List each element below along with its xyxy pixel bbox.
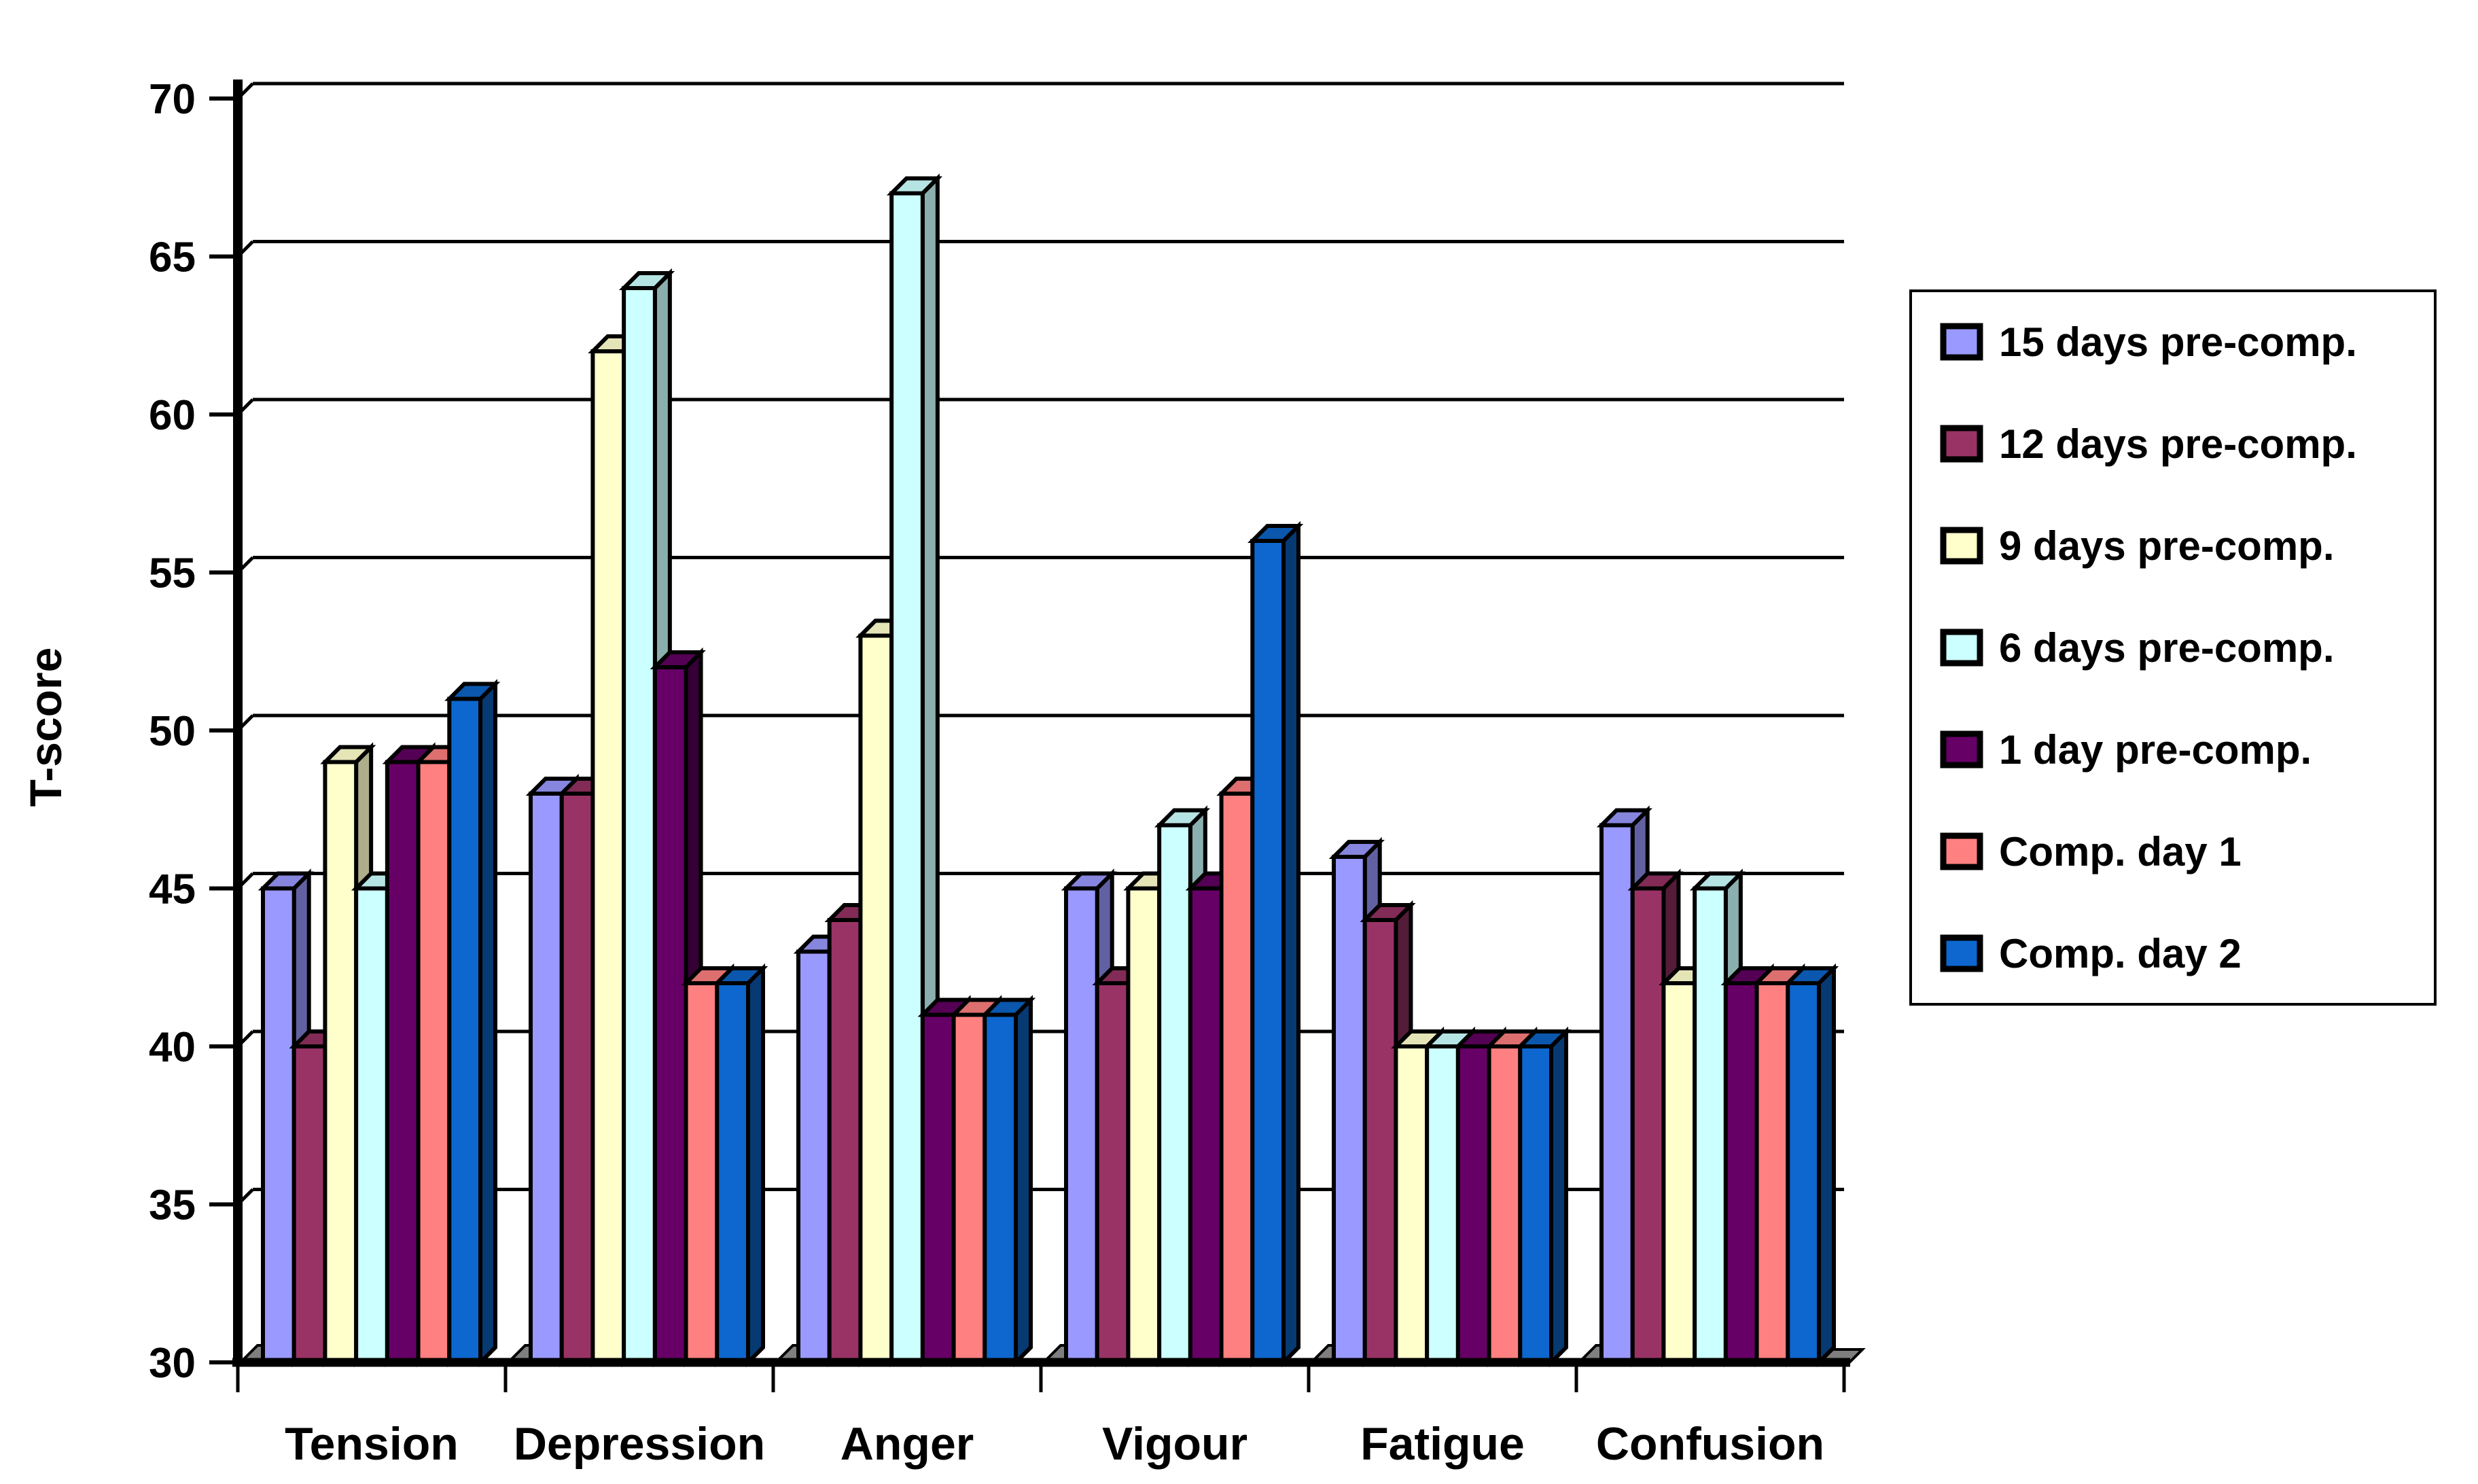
y-tick-label: 40	[149, 1024, 196, 1071]
bar-side-face	[746, 963, 765, 1368]
bar-front-face	[1786, 981, 1821, 1364]
legend-item: Comp. day 1	[1940, 829, 2242, 874]
bar-side-face	[1281, 520, 1300, 1368]
bar-front-face	[1487, 1044, 1523, 1364]
bar-tension-s6	[444, 679, 501, 1368]
bar-front-face	[1064, 886, 1099, 1364]
bar-front-face	[291, 1044, 328, 1364]
bar-front-face	[1455, 1044, 1491, 1364]
bar-front-face	[827, 918, 863, 1364]
legend: 15 days pre-comp. 12 days pre-comp. 9 days…	[1909, 289, 2437, 1006]
bar-front-face	[1157, 823, 1192, 1364]
bar-front-face	[1394, 1044, 1430, 1364]
x-category-label-fatigue: Fatigue	[1360, 1418, 1525, 1470]
bar-confusion-s6	[1783, 963, 1839, 1368]
x-category-label-vigour: Vigour	[1102, 1418, 1247, 1470]
bar-vigour-s6	[1247, 520, 1304, 1368]
legend-item: 9 days pre-comp.	[1940, 523, 2335, 569]
bar-fatigue-s6	[1515, 1026, 1572, 1368]
legend-item-label: Comp. day 1	[1999, 829, 2242, 874]
bar-front-face	[1518, 1044, 1553, 1364]
bar-front-face	[983, 1012, 1019, 1364]
bar-front-face	[261, 886, 296, 1364]
bar-front-face	[559, 792, 595, 1364]
bar-side-face	[478, 679, 497, 1368]
bar-front-face	[858, 633, 894, 1364]
bar-front-face	[652, 665, 688, 1364]
bar-front-face	[1362, 918, 1398, 1364]
bar-front-face	[1219, 792, 1255, 1364]
legend-item: 6 days pre-comp.	[1940, 625, 2335, 671]
bar-front-face	[1188, 886, 1224, 1364]
bar-front-face	[590, 349, 626, 1364]
bar-front-face	[1599, 823, 1635, 1364]
y-tick-label: 45	[149, 866, 196, 913]
y-tick-label: 70	[149, 76, 196, 123]
x-category-label-tension: Tension	[285, 1418, 459, 1470]
y-tick-label: 50	[149, 708, 196, 755]
legend-swatch	[1940, 425, 1983, 463]
bar-front-face	[951, 1012, 987, 1364]
bar-front-face	[1661, 981, 1697, 1364]
y-tick-label: 65	[149, 234, 196, 281]
x-category-label-anger: Anger	[840, 1418, 974, 1470]
legend-swatch	[1940, 323, 1983, 361]
bar-front-face	[1332, 855, 1367, 1364]
legend-item-label: 15 days pre-comp.	[1999, 319, 2357, 365]
bar-front-face	[920, 1012, 956, 1364]
x-category-label-confusion: Confusion	[1596, 1418, 1824, 1470]
bar-anger-s4	[917, 995, 974, 1368]
legend-item: 1 day pre-comp.	[1940, 727, 2312, 773]
bar-front-face	[684, 981, 720, 1364]
bar-front-face	[1630, 886, 1666, 1364]
bar-front-face	[416, 760, 452, 1364]
bar-front-face	[385, 760, 421, 1364]
legend-item-label: 6 days pre-comp.	[1999, 625, 2335, 671]
bar-depression-s6	[712, 963, 768, 1368]
legend-item: Comp. day 2	[1940, 931, 2242, 976]
bar-front-face	[1425, 1044, 1460, 1364]
legend-item-label: Comp. day 2	[1999, 931, 2242, 976]
legend-item-label: 12 days pre-comp.	[1999, 421, 2357, 467]
bar-side-face	[1817, 963, 1836, 1368]
legend-box	[1909, 289, 2437, 1006]
bar-front-face	[1693, 886, 1728, 1364]
legend-swatch	[1940, 934, 1983, 972]
bar-front-face	[1723, 981, 1759, 1364]
bar-front-face	[622, 286, 657, 1364]
legend-swatch	[1940, 832, 1983, 870]
y-axis-title: T-score	[20, 648, 71, 807]
y-tick-label: 55	[149, 550, 196, 597]
y-tick-label: 30	[149, 1340, 196, 1387]
bar-front-face	[323, 760, 359, 1364]
bar-front-face	[354, 886, 389, 1364]
bar-front-face	[715, 981, 751, 1364]
legend-swatch	[1940, 629, 1983, 667]
bar-front-face	[529, 792, 564, 1364]
legend-item-label: 9 days pre-comp.	[1999, 523, 2335, 569]
bar-side-face	[1014, 995, 1033, 1368]
bar-front-face	[1095, 981, 1131, 1364]
y-tick-label: 35	[149, 1182, 196, 1229]
bar-front-face	[889, 191, 925, 1364]
legend-swatch	[1940, 730, 1983, 768]
legend-swatch	[1940, 527, 1983, 565]
bar-anger-s6	[980, 995, 1036, 1368]
bar-front-face	[1126, 886, 1162, 1364]
y-tick-label: 60	[149, 392, 196, 439]
legend-item-label: 1 day pre-comp.	[1999, 727, 2312, 773]
bar-front-face	[796, 949, 832, 1364]
plot-area: 30 35 40 45 50 55 60 65 70 Tension Depression Anger…	[149, 76, 1866, 1470]
bar-front-face	[1754, 981, 1790, 1364]
legend-item: 12 days pre-comp.	[1940, 421, 2357, 467]
legend-item: 15 days pre-comp.	[1940, 319, 2357, 365]
bar-side-face	[1549, 1026, 1568, 1368]
x-category-label-depression: Depression	[514, 1418, 765, 1470]
bar-front-face	[447, 696, 482, 1364]
bar-front-face	[1250, 539, 1286, 1364]
